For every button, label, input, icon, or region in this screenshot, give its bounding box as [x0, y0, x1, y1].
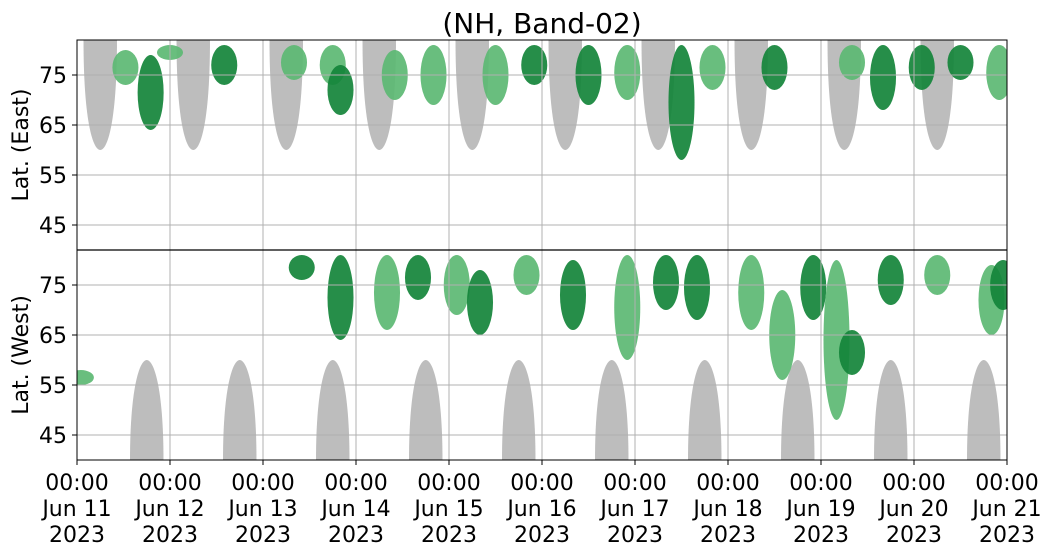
x-tick-label: 00:00 Jun 11 2023	[40, 471, 111, 548]
sunlit-region-west	[874, 360, 908, 460]
activity-patch-east	[908, 45, 935, 90]
y-tick-label-west: 65	[39, 324, 67, 349]
activity-patch-west	[738, 255, 765, 330]
activity-patch-west	[327, 255, 354, 340]
x-tick-label: 00:00 Jun 21 2023	[970, 471, 1041, 548]
x-tick-label: 00:00 Jun 17 2023	[598, 471, 669, 548]
sunlit-region-west	[595, 360, 629, 460]
activity-patch-west	[614, 255, 641, 360]
sunlit-region-west	[502, 360, 536, 460]
x-tick-label: 00:00 Jun 15 2023	[412, 471, 483, 548]
activity-patch-east	[614, 45, 641, 100]
activity-patch-east	[838, 45, 866, 80]
y-tick-label-east: 55	[39, 164, 67, 189]
activity-patch-east	[699, 45, 726, 90]
x-tick-label: 00:00 Jun 19 2023	[784, 471, 855, 548]
activity-patch-east	[947, 45, 974, 80]
y-tick-label-west: 45	[39, 424, 67, 449]
sunlit-region-east	[455, 40, 489, 150]
sunlit-region-west	[409, 360, 443, 460]
activity-patches	[77, 45, 1007, 420]
x-tick-label: 00:00 Jun 14 2023	[319, 471, 390, 548]
activity-patch-west	[683, 255, 711, 320]
activity-patch-east	[211, 45, 238, 85]
x-tick-label: 00:00 Jun 18 2023	[691, 471, 762, 548]
x-tick-label: 00:00 Jun 13 2023	[226, 471, 297, 548]
sunlit-region-west	[316, 360, 350, 460]
activity-patch-west	[513, 255, 540, 295]
y-tick-label-east: 75	[39, 64, 67, 89]
x-tick-label: 00:00 Jun 16 2023	[505, 471, 576, 548]
activity-patch-west	[838, 330, 866, 375]
axes	[72, 39, 1008, 465]
sunlit-region-east	[83, 40, 117, 150]
activity-patch-east	[986, 45, 1007, 100]
activity-patch-east	[137, 55, 164, 130]
sunlit-region-west	[223, 360, 257, 460]
sunlit-region-east	[734, 40, 768, 150]
activity-west	[77, 255, 1007, 420]
activity-patch-east	[327, 65, 354, 115]
x-tick-label: 00:00 Jun 12 2023	[133, 471, 204, 548]
sunlit-regions-west	[130, 360, 1001, 460]
sunlit-regions	[83, 40, 954, 150]
y-tick-label-west: 75	[39, 274, 67, 299]
activity-patch-west	[652, 255, 680, 310]
y-axis-label-east: Lat. (East)	[9, 89, 34, 202]
sunlit-region-east	[176, 40, 210, 150]
sunlit-region-west	[130, 360, 164, 460]
sunlit-region-west	[688, 360, 722, 460]
chart-title: (NH, Band-02)	[442, 7, 641, 40]
y-tick-label-east: 45	[39, 214, 67, 239]
x-tick-label: 00:00 Jun 20 2023	[877, 471, 948, 548]
sunlit-region-west	[967, 360, 1001, 460]
activity-patch-east	[869, 45, 897, 110]
sunlit-region-east	[641, 40, 675, 150]
activity-patch-east	[668, 45, 695, 160]
activity-patch-east	[112, 50, 139, 85]
activity-patch-west	[77, 370, 94, 385]
activity-patch-west	[288, 255, 315, 280]
activity-patch-east	[280, 45, 308, 80]
activity-patch-east	[761, 45, 788, 90]
activity-patch-east	[521, 45, 548, 85]
activity-patch-west	[823, 260, 850, 420]
y-tick-label-west: 55	[39, 374, 67, 399]
activity-patch-west	[924, 255, 951, 295]
sunlit-region-east	[548, 40, 582, 150]
y-tick-label-east: 65	[39, 114, 67, 139]
activity-patch-west	[877, 255, 904, 305]
activity-patch-west	[373, 255, 401, 330]
activity-patch-west	[559, 260, 587, 330]
activity-patch-west	[466, 270, 494, 335]
tick-labels: 45 55 65 75 75 65 55 45 00:00 Jun 11 2023 00:00 Jun …	[39, 64, 1042, 548]
y-axis-label-west: Lat. (West)	[9, 295, 34, 415]
activity-patch-west	[404, 255, 432, 300]
activity-patch-west	[800, 255, 827, 320]
